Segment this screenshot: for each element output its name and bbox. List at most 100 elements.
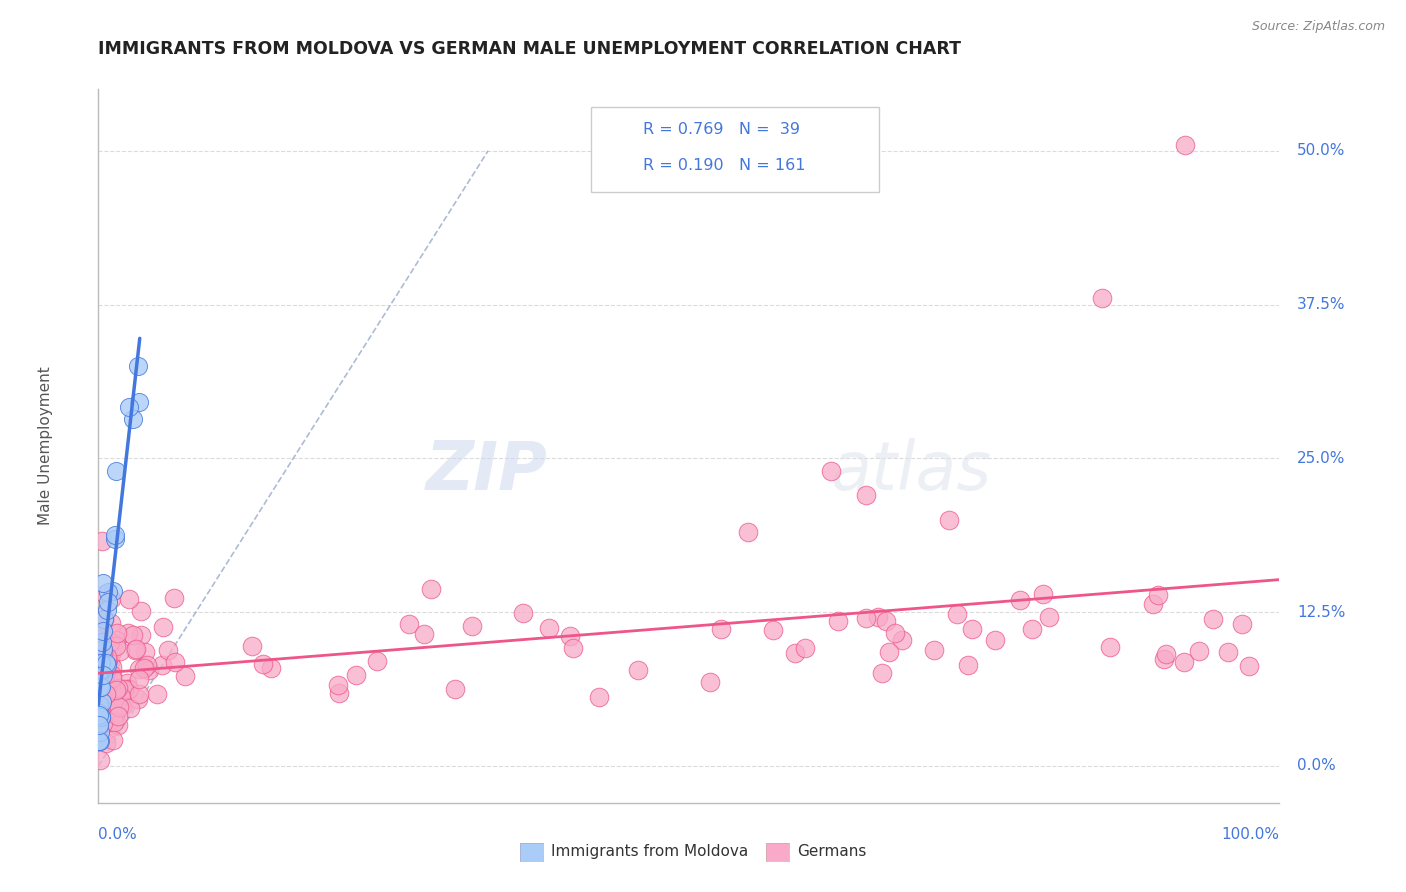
- Point: [89, 734, 111, 748]
- Point: [150, 657, 173, 672]
- Point: [96, 651, 118, 665]
- Point: [558, 629, 581, 643]
- Point: [240, 640, 263, 654]
- Point: [94, 659, 117, 673]
- Point: [122, 411, 145, 425]
- Point: [90, 635, 112, 649]
- Point: [89, 706, 111, 720]
- Point: [398, 617, 420, 632]
- Point: [89, 724, 111, 739]
- Text: 12.5%: 12.5%: [1298, 605, 1346, 620]
- Point: [96, 736, 118, 750]
- Point: [91, 575, 114, 590]
- Point: [1091, 291, 1114, 305]
- Point: [128, 687, 150, 701]
- Point: [89, 610, 111, 624]
- Point: [117, 592, 139, 607]
- Point: [1154, 647, 1177, 661]
- Point: [91, 709, 114, 723]
- Point: [100, 592, 122, 607]
- Point: [87, 665, 110, 679]
- Point: [128, 673, 150, 687]
- Point: [326, 678, 349, 692]
- Point: [793, 641, 815, 656]
- Point: [107, 708, 129, 723]
- Text: 100.0%: 100.0%: [1222, 828, 1279, 842]
- Point: [93, 637, 115, 651]
- Point: [138, 663, 160, 677]
- Point: [90, 666, 112, 681]
- Point: [1038, 610, 1060, 624]
- Point: [117, 626, 139, 640]
- Point: [97, 595, 120, 609]
- Point: [129, 604, 152, 618]
- Text: 50.0%: 50.0%: [1298, 144, 1346, 158]
- Point: [89, 734, 111, 748]
- Point: [105, 698, 128, 712]
- Point: [100, 655, 122, 669]
- Point: [100, 703, 122, 717]
- Point: [100, 616, 122, 631]
- Text: IMMIGRANTS FROM MOLDOVA VS GERMAN MALE UNEMPLOYMENT CORRELATION CHART: IMMIGRANTS FROM MOLDOVA VS GERMAN MALE U…: [98, 40, 962, 58]
- Text: ZIP: ZIP: [426, 438, 547, 504]
- Point: [945, 607, 967, 621]
- Text: 0.0%: 0.0%: [1298, 758, 1336, 773]
- Point: [107, 681, 129, 695]
- Point: [91, 648, 114, 663]
- Point: [87, 637, 110, 651]
- Point: [90, 680, 112, 694]
- Point: [91, 662, 114, 676]
- Point: [91, 667, 114, 681]
- Point: [107, 718, 129, 732]
- Point: [710, 622, 733, 636]
- Point: [124, 643, 146, 657]
- Point: [97, 714, 120, 728]
- Point: [1142, 597, 1164, 611]
- Point: [344, 668, 367, 682]
- Point: [110, 690, 132, 705]
- Point: [827, 614, 849, 628]
- Point: [101, 674, 124, 689]
- Point: [105, 640, 128, 654]
- Point: [98, 634, 121, 648]
- Point: [94, 664, 117, 678]
- Point: [1188, 644, 1211, 658]
- Point: [105, 625, 128, 640]
- Point: [129, 628, 152, 642]
- Point: [90, 687, 112, 701]
- Point: [101, 668, 124, 682]
- Point: [112, 698, 135, 712]
- Point: [1237, 659, 1260, 673]
- Point: [90, 710, 112, 724]
- Point: [100, 678, 122, 692]
- Point: [1201, 612, 1223, 626]
- Point: [252, 657, 274, 672]
- Text: 37.5%: 37.5%: [1298, 297, 1346, 312]
- Point: [87, 734, 110, 748]
- Text: Male Unemployment: Male Unemployment: [38, 367, 53, 525]
- Point: [127, 691, 149, 706]
- Point: [91, 631, 114, 645]
- Point: [93, 648, 115, 663]
- Point: [120, 700, 142, 714]
- Point: [538, 621, 561, 635]
- Point: [1153, 651, 1175, 665]
- Point: [93, 612, 115, 626]
- Point: [145, 687, 167, 701]
- Point: [93, 662, 115, 676]
- Point: [89, 648, 111, 663]
- Text: 25.0%: 25.0%: [1298, 450, 1346, 466]
- Point: [89, 753, 111, 767]
- Point: [89, 661, 111, 675]
- Point: [412, 626, 434, 640]
- Point: [96, 650, 118, 665]
- Point: [94, 587, 117, 601]
- Point: [93, 648, 115, 663]
- Point: [1173, 656, 1195, 670]
- Point: [136, 657, 159, 672]
- Point: [105, 706, 128, 720]
- Point: [104, 533, 127, 547]
- Point: [94, 654, 117, 668]
- Point: [152, 620, 174, 634]
- Point: [91, 623, 114, 637]
